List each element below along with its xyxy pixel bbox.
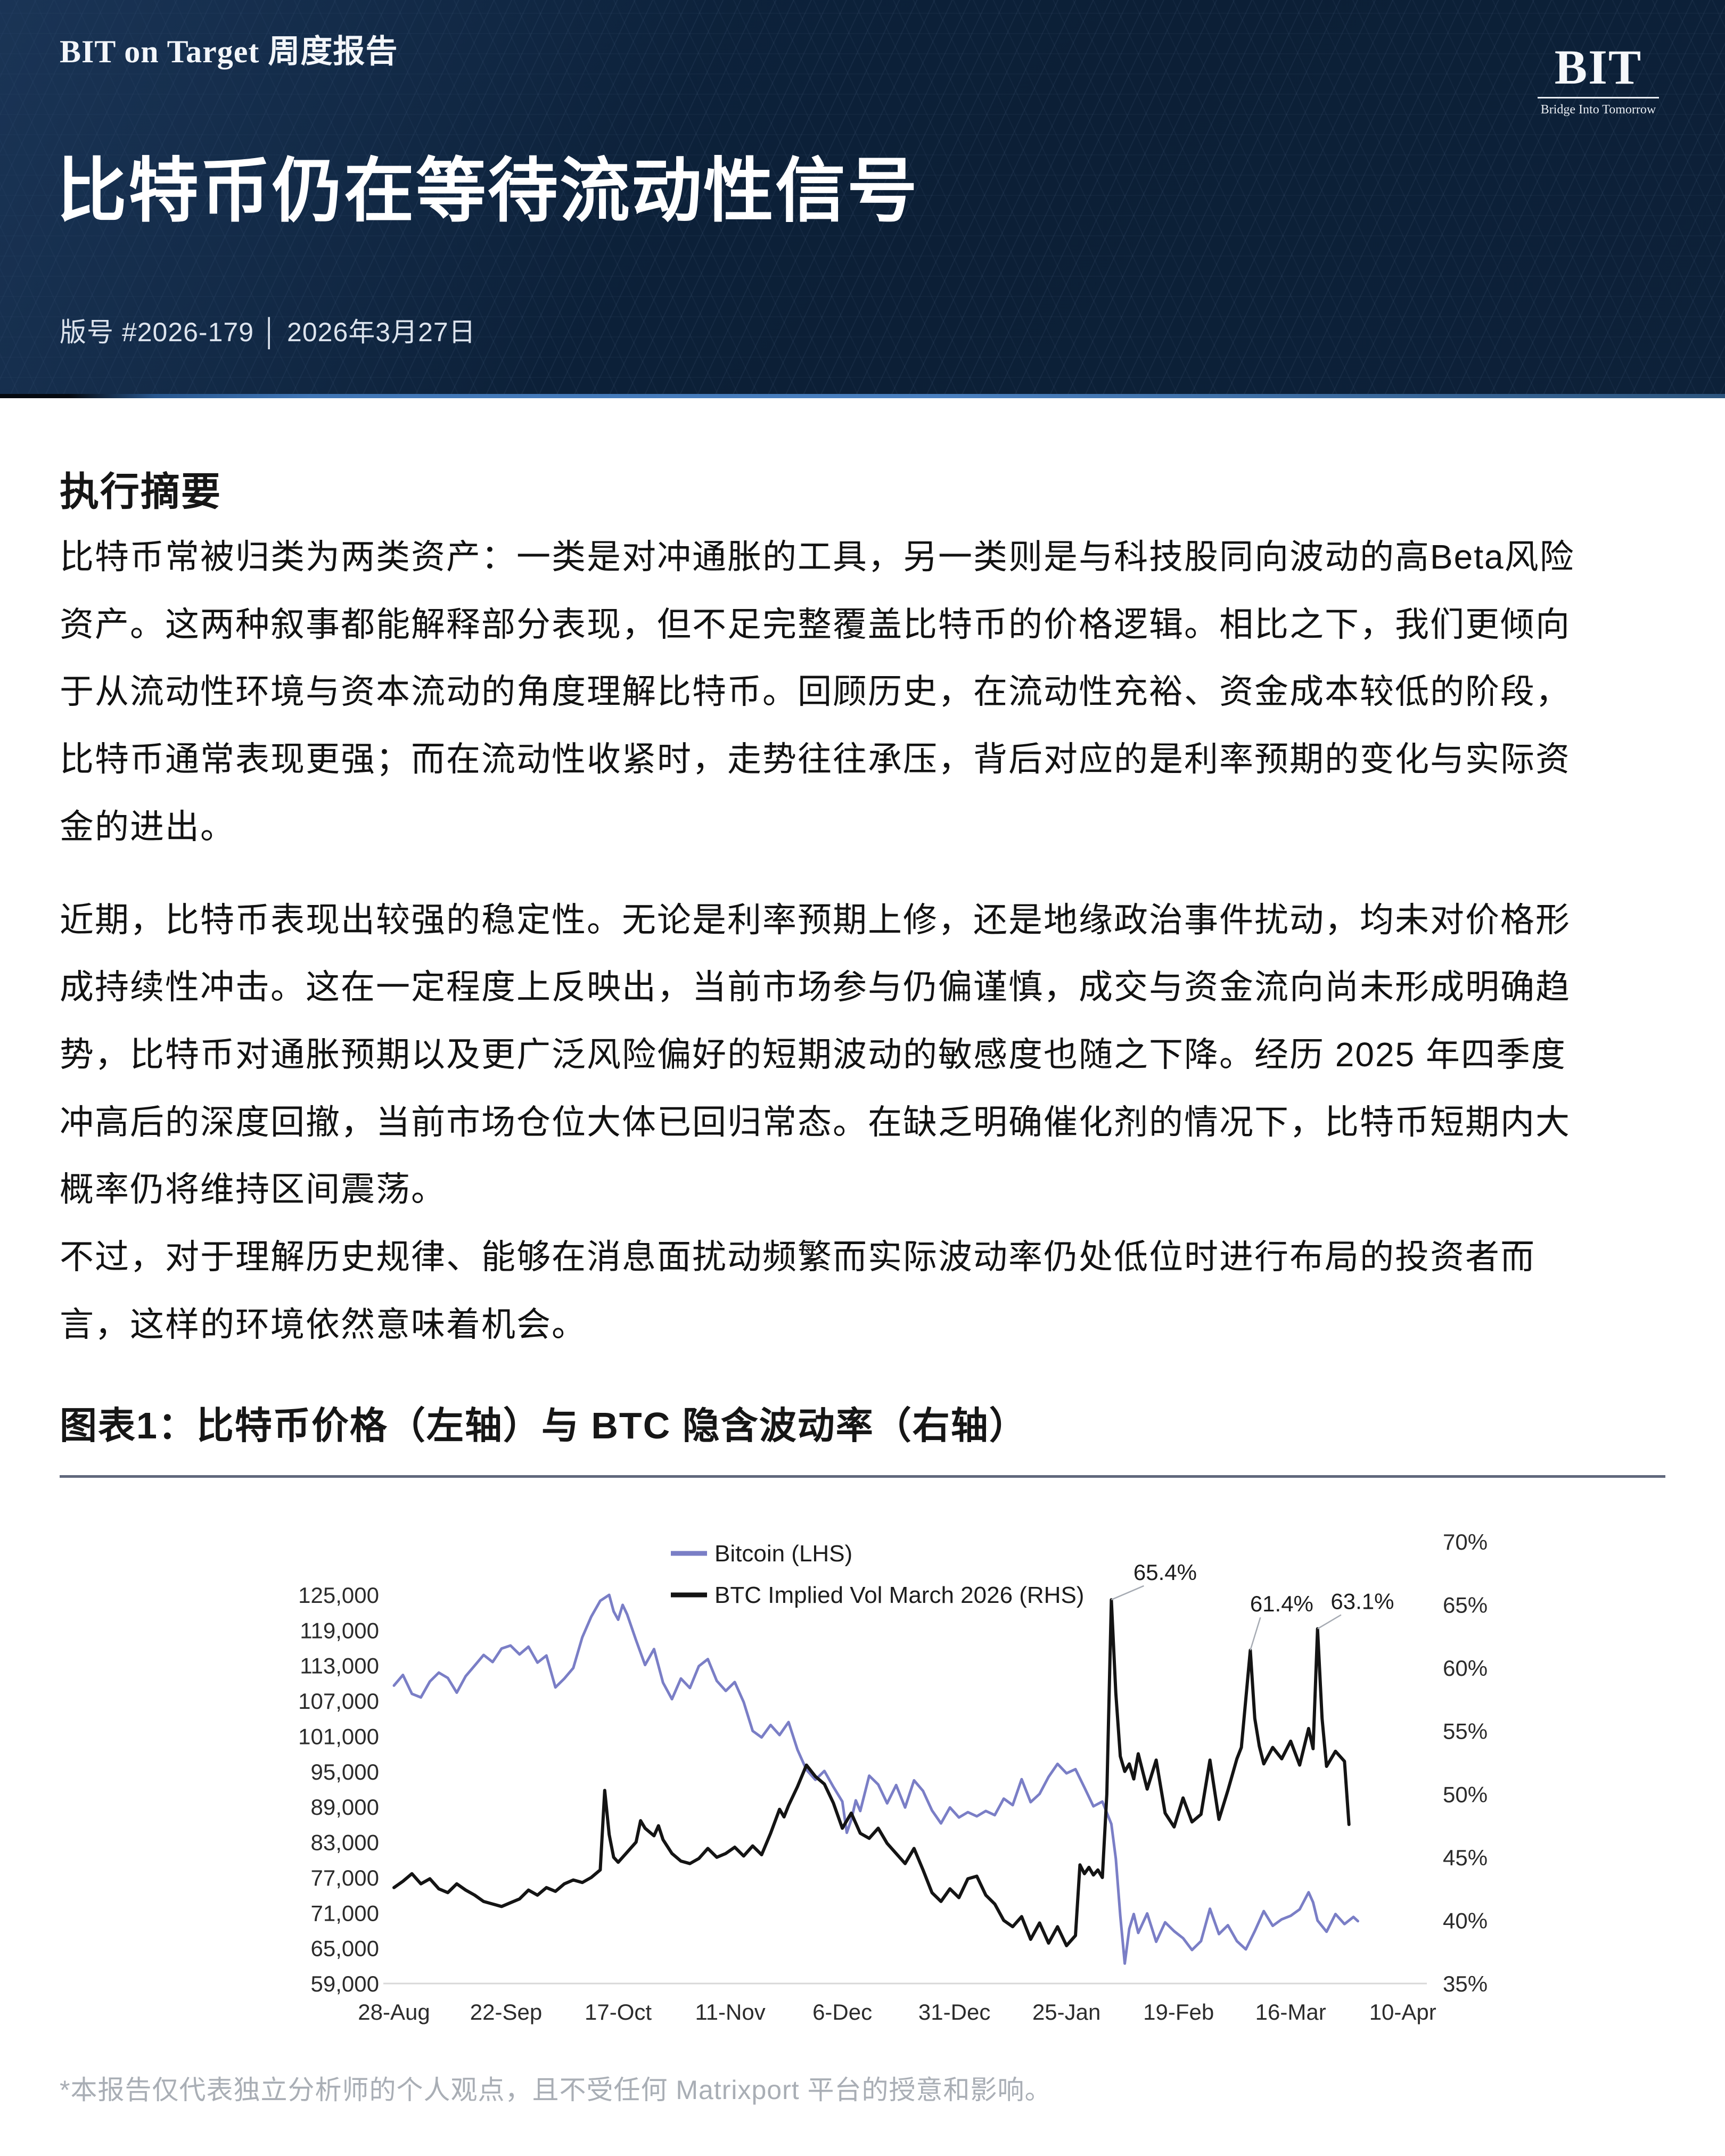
svg-text:59,000: 59,000 <box>311 1971 379 1996</box>
svg-text:95,000: 95,000 <box>311 1759 379 1784</box>
svg-text:65.4%: 65.4% <box>1133 1560 1197 1585</box>
bit-logo-tagline: Bridge Into Tomorrow <box>1540 103 1656 117</box>
chart-right-axis: 70% 65% 60% 55% 50% 45% 40% 35% <box>1443 1529 1488 1996</box>
svg-text:BTC Implied Vol March 2026 (RH: BTC Implied Vol March 2026 (RHS) <box>714 1582 1084 1608</box>
summary-paragraph-3: 不过，对于理解历史规律、能够在消息面扰动频繁而实际波动率仍处低位时进行布局的投资… <box>60 1238 1535 1344</box>
bit-logo-rule <box>1538 97 1659 98</box>
report-header: BIT on Target 周度报告 BIT Bridge Into Tomor… <box>0 0 1725 398</box>
svg-text:61.4%: 61.4% <box>1250 1591 1313 1616</box>
svg-text:17-Oct: 17-Oct <box>585 1999 652 2025</box>
svg-text:83,000: 83,000 <box>311 1830 379 1855</box>
svg-text:19-Feb: 19-Feb <box>1143 1999 1214 2025</box>
report-body: 执行摘要 比特币常被归类为两类资产：一类是对冲通胀的工具，另一类则是与科技股同向… <box>0 460 1725 2107</box>
disclaimer-footnote: *本报告仅代表独立分析师的个人观点，且不受任何 Matrixport 平台的授意… <box>60 2075 1052 2105</box>
chart-annotation: 63.1% <box>1317 1589 1394 1630</box>
chart-left-axis: 125,000 119,000 113,000 107,000 101,000 95,00… <box>298 1583 379 1996</box>
svg-text:55%: 55% <box>1443 1718 1488 1743</box>
svg-text:10-Apr: 10-Apr <box>1369 1999 1436 2025</box>
svg-text:70%: 70% <box>1443 1529 1488 1554</box>
series-line-implied-vol <box>392 1598 1351 1947</box>
figure-divider <box>60 1475 1665 1478</box>
report-title: 比特币仍在等待流动性信号 <box>56 152 919 230</box>
summary-heading: 执行摘要 <box>60 470 221 514</box>
chart-legend: Bitcoin (LHS) BTC Implied Vol March 2026 … <box>671 1541 1084 1608</box>
svg-text:125,000: 125,000 <box>298 1583 379 1608</box>
svg-text:28-Aug: 28-Aug <box>358 1999 430 2025</box>
series-line-bitcoin <box>392 1593 1359 1965</box>
summary-paragraph-2: 近期，比特币表现出较强的稳定性。无论是利率预期上修，还是地缘政治事件扰动，均未对… <box>60 900 1571 1209</box>
bit-logo-text: BIT <box>1554 40 1642 94</box>
btc-price-implied-vol-chart: 125,000 119,000 113,000 107,000 101,000 95,00… <box>298 1520 1549 2026</box>
svg-text:11-Nov: 11-Nov <box>695 1999 765 2025</box>
annotation-leader-line <box>1111 1585 1144 1600</box>
svg-text:89,000: 89,000 <box>311 1795 379 1820</box>
svg-text:40%: 40% <box>1443 1908 1488 1933</box>
svg-text:63.1%: 63.1% <box>1330 1589 1394 1614</box>
chart-annotation: 61.4% <box>1250 1591 1313 1650</box>
masthead-title: BIT on Target 周度报告 <box>60 34 398 69</box>
svg-text:31-Dec: 31-Dec <box>918 1999 990 2025</box>
svg-text:22-Sep: 22-Sep <box>470 1999 542 2025</box>
svg-text:113,000: 113,000 <box>300 1653 379 1678</box>
svg-text:35%: 35% <box>1443 1971 1488 1996</box>
figure-heading: 图表1：比特币价格（左轴）与 BTC 隐含波动率（右轴） <box>60 1404 1028 1446</box>
svg-text:50%: 50% <box>1443 1782 1488 1807</box>
svg-text:65,000: 65,000 <box>311 1936 379 1961</box>
svg-text:Bitcoin (LHS): Bitcoin (LHS) <box>714 1541 852 1567</box>
price-implied-vol-chart-svg: 125,000 119,000 113,000 107,000 101,000 95,00… <box>298 1529 1488 2025</box>
svg-text:107,000: 107,000 <box>298 1689 379 1714</box>
bit-logo: BIT Bridge Into Tomorrow <box>1534 43 1662 117</box>
summary-paragraph-1: 比特币常被归类为两类资产：一类是对冲通胀的工具，另一类则是与科技股同向波动的高B… <box>60 538 1575 846</box>
svg-text:77,000: 77,000 <box>311 1865 379 1890</box>
svg-text:6-Dec: 6-Dec <box>812 1999 872 2025</box>
report-meta: 版号 #2026-179 │ 2026年3月27日 <box>60 317 476 347</box>
svg-text:101,000: 101,000 <box>298 1724 379 1749</box>
svg-text:65%: 65% <box>1443 1592 1488 1617</box>
svg-text:16-Mar: 16-Mar <box>1255 1999 1326 2025</box>
chart-x-axis: 28-Aug 22-Sep 17-Oct 11-Nov 6-Dec 31-Dec 25-Ja… <box>358 1999 1436 2025</box>
chart-annotation: 65.4% <box>1111 1560 1197 1600</box>
svg-text:71,000: 71,000 <box>311 1900 379 1925</box>
annotation-leader-line <box>1250 1617 1261 1650</box>
svg-text:25-Jan: 25-Jan <box>1032 1999 1100 2025</box>
annotation-leader-line <box>1317 1614 1342 1630</box>
svg-text:60%: 60% <box>1443 1656 1488 1681</box>
header-accent-line <box>0 394 1725 398</box>
svg-text:119,000: 119,000 <box>300 1618 379 1643</box>
svg-text:45%: 45% <box>1443 1845 1488 1870</box>
